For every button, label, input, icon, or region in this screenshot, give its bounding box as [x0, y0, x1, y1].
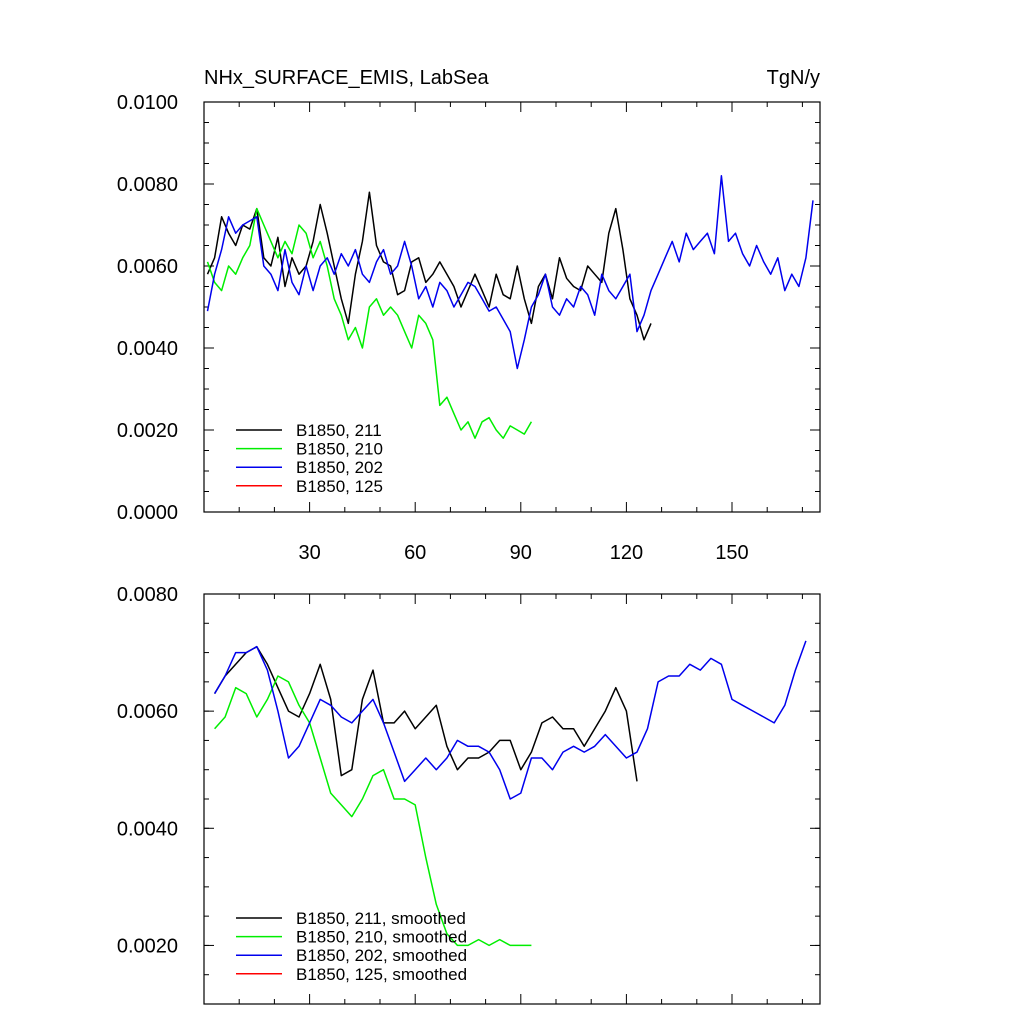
y-tick-label: 0.0020 — [117, 420, 178, 442]
x-tick-label: 30 — [298, 542, 320, 564]
top-tick-labels: 0.0000 0.0020 0.0040 0.0060 0.0080 0.0100 30 60… — [117, 92, 749, 564]
legend-label: B1850, 125 — [296, 477, 383, 496]
y-tick-label: 0.0020 — [117, 935, 178, 957]
series-line-2 — [206, 175, 814, 370]
y-tick-label: 0.0060 — [117, 701, 178, 723]
x-tick-label: 90 — [510, 542, 532, 564]
legend-label: B1850, 211 — [296, 421, 382, 440]
y-tick-label: 0.0080 — [117, 584, 178, 606]
series-line-1 — [214, 675, 532, 947]
top-series — [206, 175, 814, 439]
y-tick-label: 0.0100 — [117, 92, 178, 114]
bottom-panel: 0.0020 0.0040 0.0060 0.0080 B1850, 211, smo… — [117, 584, 821, 1005]
legend-label: B1850, 125, smoothed — [296, 965, 467, 984]
y-tick-label: 0.0080 — [117, 174, 178, 196]
legend-label: B1850, 210, smoothed — [296, 928, 467, 947]
top-title-right-units: TgN/y — [767, 67, 820, 89]
series-line-2 — [213, 640, 807, 800]
top-ticks — [204, 101, 820, 513]
y-tick-label: 0.0040 — [117, 818, 178, 840]
legend-label: B1850, 202 — [296, 458, 383, 477]
x-tick-label: 120 — [610, 542, 643, 564]
bottom-plot-frame — [203, 593, 821, 1005]
top-plot-frame — [203, 101, 821, 513]
legend-label: B1850, 211, smoothed — [296, 909, 466, 928]
bottom-series — [213, 640, 807, 947]
series-line-0 — [206, 191, 652, 341]
y-tick-label: 0.0000 — [117, 502, 178, 524]
top-panel: NHx_SURFACE_EMIS, LabSea TgN/y 0.00000.0… — [117, 67, 821, 564]
x-tick-label: 150 — [715, 542, 748, 564]
series-line-1 — [206, 207, 533, 439]
y-tick-label: 0.0040 — [117, 338, 178, 360]
legend-label: B1850, 210 — [296, 440, 383, 459]
series-line-0 — [213, 645, 638, 782]
bottom-tick-labels: 0.0020 0.0040 0.0060 0.0080 — [117, 584, 178, 957]
legend-label: B1850, 202, smoothed — [296, 946, 467, 965]
x-tick-label: 60 — [404, 542, 426, 564]
top-title-left: NHx_SURFACE_EMIS, LabSea — [204, 67, 489, 89]
y-tick-label: 0.0060 — [117, 256, 178, 278]
